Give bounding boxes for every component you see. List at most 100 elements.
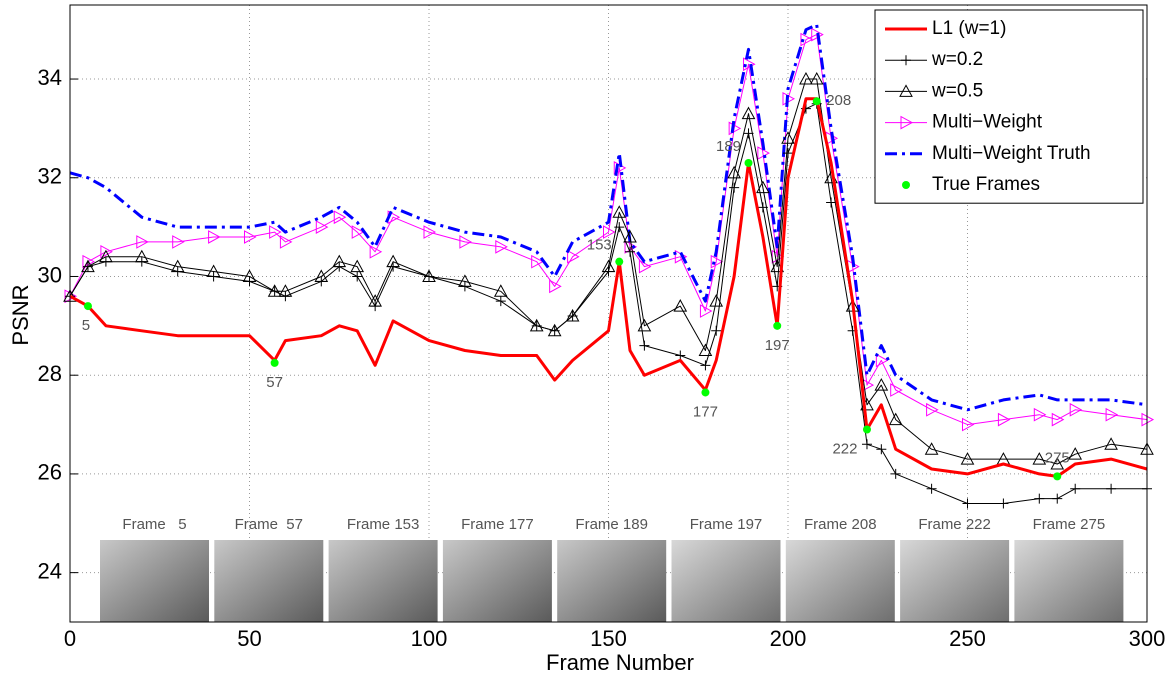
thumbnail-image	[100, 540, 209, 622]
legend-label: w=0.2	[931, 49, 983, 70]
legend-marker	[900, 115, 914, 130]
marker-triangle	[926, 402, 939, 417]
marker-triangle	[567, 249, 580, 264]
marker-triangle	[603, 225, 616, 239]
marker-plus	[926, 483, 937, 494]
marker-triangle	[100, 244, 113, 259]
marker-triangle	[1069, 402, 1083, 417]
y-tick-label: 26	[38, 460, 62, 485]
frame-annotation: 208	[826, 92, 851, 109]
marker-plus	[567, 310, 578, 321]
marker-triangle	[1032, 452, 1047, 465]
marker-triangle	[1104, 437, 1118, 450]
marker-triangle	[1068, 447, 1083, 460]
marker-triangle	[351, 225, 365, 239]
marker-triangle	[741, 106, 756, 120]
marker-triangle	[136, 235, 149, 249]
marker-triangle	[1051, 412, 1065, 427]
marker-plus	[675, 350, 686, 361]
marker-plus	[700, 360, 711, 371]
marker-triangle	[208, 230, 221, 244]
frame-annotation: 57	[266, 374, 283, 391]
marker-triangle	[269, 225, 282, 239]
frame-annotation: 5	[82, 317, 90, 334]
plot-frame	[69, 4, 1148, 623]
marker-plus	[208, 271, 219, 282]
legend-marker	[899, 84, 913, 97]
marker-plus	[962, 498, 973, 509]
legend-marker	[901, 55, 911, 66]
series-line	[69, 34, 1148, 426]
thumbnail-image	[557, 540, 667, 622]
marker-plus	[370, 301, 381, 312]
thumbnail-image	[328, 540, 438, 622]
marker-dot	[812, 97, 821, 106]
x-tick-label: 200	[770, 626, 807, 651]
frame-annotation: 222	[832, 440, 857, 457]
marker-plus	[352, 271, 363, 282]
frame-annotation: 153	[587, 237, 612, 254]
marker-triangle	[1050, 457, 1065, 470]
marker-dot	[1053, 472, 1062, 481]
marker-plus	[1034, 493, 1045, 504]
thumbnail-label: Frame 222	[918, 516, 991, 533]
y-tick-label: 34	[38, 65, 62, 90]
marker-triangle	[924, 442, 939, 455]
marker-triangle	[699, 304, 713, 318]
marker-plus	[459, 281, 470, 292]
series-line	[69, 23, 1148, 412]
y-tick-label: 24	[38, 558, 62, 583]
marker-triangle	[698, 343, 713, 357]
thumbnail-label: Frame 208	[804, 516, 877, 533]
marker-plus	[603, 266, 614, 277]
marker-plus	[826, 197, 837, 208]
marker-triangle	[612, 205, 627, 218]
marker-plus	[1052, 493, 1063, 504]
marker-triangle	[874, 378, 889, 391]
marker-triangle	[495, 240, 508, 254]
marker-triangle	[315, 220, 329, 234]
marker-triangle	[623, 229, 637, 243]
x-tick-label: 250	[949, 626, 986, 651]
marker-plus	[1070, 483, 1081, 494]
marker-plus	[639, 340, 650, 351]
marker-triangle	[800, 32, 813, 47]
marker-dot	[83, 302, 92, 311]
marker-plus	[757, 202, 768, 213]
legend-box	[874, 9, 1144, 204]
marker-triangle	[997, 412, 1011, 427]
marker-triangle	[1105, 407, 1119, 422]
y-tick-label: 28	[38, 361, 62, 386]
frame-annotation: 177	[693, 403, 718, 420]
marker-triangle	[1033, 407, 1047, 422]
x-tick-label: 100	[411, 626, 448, 651]
series-line	[69, 97, 1148, 478]
thumbnail-label: Frame 275	[1033, 516, 1106, 533]
marker-plus	[495, 296, 506, 307]
legend-label: Multi−Weight	[932, 112, 1043, 133]
marker-plus	[861, 439, 872, 450]
marker-triangle	[756, 180, 770, 194]
marker-triangle	[727, 165, 741, 179]
thumbnail-image	[785, 540, 895, 622]
thumbnail-image	[900, 540, 1010, 622]
marker-triangle	[172, 235, 185, 249]
frame-annotation: 189	[716, 138, 741, 155]
marker-triangle	[960, 452, 975, 465]
thumbnail-label: Frame 197	[690, 516, 763, 533]
marker-plus	[1106, 483, 1117, 494]
x-tick-label: 300	[1129, 626, 1166, 651]
marker-plus	[729, 182, 740, 193]
frame-annotation: 275	[1045, 449, 1070, 466]
y-tick-label: 30	[38, 262, 62, 287]
marker-plus	[334, 261, 345, 272]
marker-triangle	[459, 235, 472, 249]
marker-plus	[711, 325, 722, 336]
marker-triangle	[673, 299, 688, 312]
marker-plus	[876, 444, 887, 455]
thumbnail-image	[1014, 540, 1124, 622]
marker-triangle	[890, 383, 903, 397]
marker-triangle	[888, 412, 903, 426]
marker-dot	[773, 321, 782, 330]
thumbnail-image	[214, 540, 324, 622]
